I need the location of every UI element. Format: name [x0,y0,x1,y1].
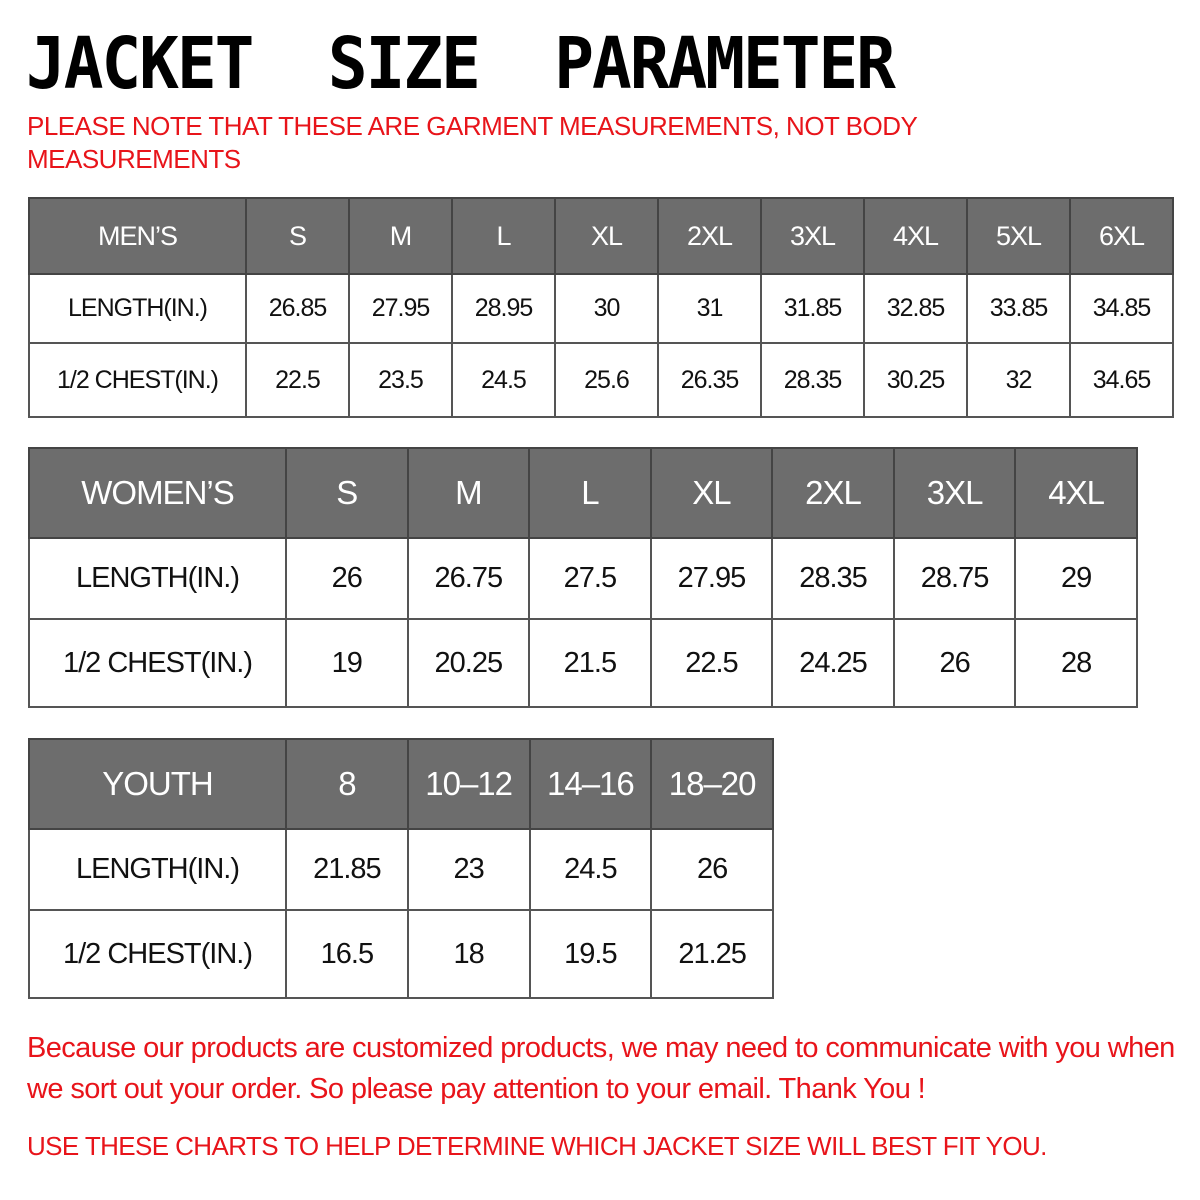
measurement-cell: 22.5 [649,618,774,708]
header-row: WOMEN’S S M L XL 2XL 3XL 4XL [28,447,1138,539]
header-row: MEN’S S M L XL 2XL 3XL 4XL 5XL 6XL [28,197,1174,275]
womens-size-table: WOMEN’S S M L XL 2XL 3XL 4XL LENGTH(IN.) 26 26.75 2… [28,447,1138,708]
row-label-cell: LENGTH(IN.) [28,537,287,620]
measurement-cell: 26 [892,618,1017,708]
measurement-cell: 27.95 [348,273,453,344]
size-header-cell: XL [554,197,659,275]
measurement-cell: 28 [1014,618,1138,708]
measurement-cell: 24.5 [528,828,653,911]
measurement-cell: 23.5 [348,342,453,418]
measurement-cell: 21.85 [285,828,409,911]
size-header-cell: 2XL [657,197,762,275]
size-header-cell: 3XL [760,197,865,275]
table-row: 1/2 CHEST(IN.) 22.5 23.5 24.5 25.6 26.35 28.35… [28,342,1174,418]
measurement-cell: 20.25 [406,618,531,708]
size-header-cell: 2XL [771,447,895,539]
measurement-note: PLEASE NOTE THAT THESE ARE GARMENT MEASU… [27,111,917,174]
measurement-cell: 26.35 [657,342,762,418]
measurement-cell: 28.35 [771,537,895,620]
size-header-cell: 14–16 [528,738,653,830]
table-row: 1/2 CHEST(IN.) 19 20.25 21.5 22.5 24.25 26 28 [28,618,1138,708]
page-title: JACKET SIZE PARAMETER [26,22,896,106]
measurement-cell: 30 [554,273,659,344]
measurement-cell: 31.85 [760,273,865,344]
size-header-cell: M [406,447,531,539]
table-row: LENGTH(IN.) 26.85 27.95 28.95 30 31 31.85 32.85… [28,273,1174,344]
measurement-cell: 29 [1014,537,1138,620]
size-header-cell: S [285,447,409,539]
measurement-cell: 25.6 [554,342,659,418]
customization-message: Because our products are customized prod… [27,1032,1175,1105]
size-header-cell: S [245,197,350,275]
measurement-cell: 26 [650,828,774,911]
size-header-cell: L [528,447,652,539]
row-label-cell: LENGTH(IN.) [28,273,247,344]
size-header-cell: 5XL [966,197,1071,275]
measurement-cell: 24.25 [771,618,895,708]
measurement-cell: 16.5 [285,909,409,999]
measurement-cell: 30.25 [863,342,968,418]
youth-size-table: YOUTH 8 10–12 14–16 18–20 LENGTH(IN.) 21.85 23 2… [28,738,774,999]
size-header-cell: L [451,197,556,275]
measurement-cell: 23 [406,828,531,911]
measurement-cell: 19.5 [528,909,653,999]
size-header-cell: 3XL [892,447,1017,539]
measurement-cell: 34.85 [1069,273,1174,344]
measurement-cell: 21.25 [650,909,774,999]
header-row: YOUTH 8 10–12 14–16 18–20 [28,738,774,830]
size-header-cell: 10–12 [406,738,531,830]
measurement-cell: 19 [285,618,409,708]
table-title-cell: MEN’S [28,197,247,275]
measurement-cell: 24.5 [451,342,556,418]
size-header-cell: 6XL [1069,197,1174,275]
measurement-cell: 34.65 [1069,342,1174,418]
measurement-cell: 33.85 [966,273,1071,344]
row-label-cell: 1/2 CHEST(IN.) [28,618,287,708]
size-header-cell: 18–20 [650,738,774,830]
measurement-cell: 28.75 [892,537,1017,620]
measurement-cell: 26.75 [406,537,531,620]
measurement-cell: 27.5 [528,537,652,620]
measurement-cell: 18 [406,909,531,999]
table-row: LENGTH(IN.) 26 26.75 27.5 27.95 28.35 28.75 29 [28,537,1138,620]
row-label-cell: 1/2 CHEST(IN.) [28,909,287,999]
measurement-cell: 22.5 [245,342,350,418]
row-label-cell: LENGTH(IN.) [28,828,287,911]
size-header-cell: 8 [285,738,409,830]
measurement-cell: 21.5 [528,618,652,708]
mens-size-table: MEN’S S M L XL 2XL 3XL 4XL 5XL 6XL LENGTH(IN.) 26.8… [28,197,1174,418]
table-row: 1/2 CHEST(IN.) 16.5 18 19.5 21.25 [28,909,774,999]
measurement-cell: 32 [966,342,1071,418]
size-header-cell: 4XL [1014,447,1138,539]
measurement-cell: 26 [285,537,409,620]
size-header-cell: 4XL [863,197,968,275]
measurement-cell: 27.95 [649,537,774,620]
table-title-cell: WOMEN’S [28,447,287,539]
size-header-cell: M [348,197,453,275]
row-label-cell: 1/2 CHEST(IN.) [28,342,247,418]
sizing-instruction: USE THESE CHARTS TO HELP DETERMINE WHICH… [27,1131,1047,1161]
measurement-cell: 31 [657,273,762,344]
table-title-cell: YOUTH [28,738,287,830]
measurement-cell: 28.35 [760,342,865,418]
size-header-cell: XL [649,447,774,539]
measurement-cell: 26.85 [245,273,350,344]
table-row: LENGTH(IN.) 21.85 23 24.5 26 [28,828,774,911]
measurement-cell: 28.95 [451,273,556,344]
measurement-cell: 32.85 [863,273,968,344]
